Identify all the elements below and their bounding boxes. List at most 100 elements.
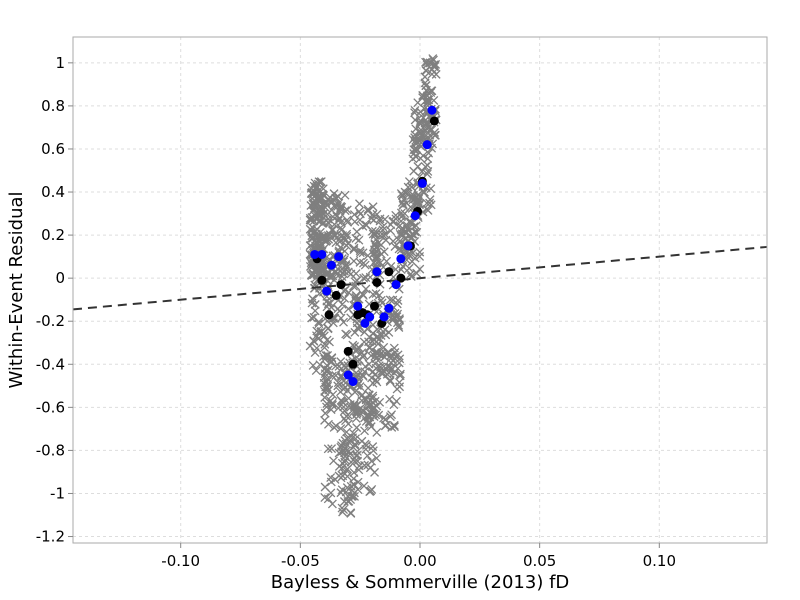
- cross-point: [354, 461, 364, 471]
- cross-point: [315, 177, 325, 187]
- cross-point: [355, 248, 365, 258]
- cross-point: [329, 231, 339, 241]
- cross-point: [373, 332, 383, 342]
- cross-point: [415, 264, 425, 274]
- cross-point: [357, 396, 367, 406]
- cross-point: [342, 471, 352, 481]
- cross-point: [337, 441, 346, 451]
- cross-point: [349, 243, 359, 253]
- y-tick-label: 0.2: [41, 226, 65, 244]
- cross-point: [347, 485, 357, 495]
- cross-point: [384, 347, 394, 357]
- cross-point: [352, 446, 362, 456]
- cross-point: [407, 182, 417, 192]
- cross-point: [310, 202, 320, 212]
- cross-point: [351, 233, 361, 243]
- cross-point: [365, 412, 375, 422]
- cross-point: [409, 166, 419, 176]
- cross-point: [371, 410, 381, 420]
- cross-point: [361, 284, 371, 294]
- blue-point: [403, 241, 413, 251]
- cross-point: [329, 201, 339, 211]
- cross-point: [313, 236, 323, 246]
- cross-point: [322, 367, 332, 376]
- y-tick-label: -0.8: [36, 441, 65, 459]
- cross-point: [409, 145, 419, 155]
- cross-point: [369, 258, 379, 267]
- cross-point: [340, 455, 350, 465]
- cross-point: [307, 298, 317, 308]
- cross-point: [336, 424, 346, 434]
- cross-point: [338, 268, 348, 278]
- cross-point: [368, 393, 378, 403]
- cross-point: [350, 217, 360, 227]
- y-tick-label: 0: [55, 269, 65, 287]
- cross-point: [323, 494, 333, 504]
- trend-line: [72, 245, 768, 311]
- cross-point: [358, 221, 368, 231]
- y-tick-label: 0.6: [41, 140, 65, 158]
- cross-point: [329, 275, 339, 285]
- cross-point: [423, 205, 433, 215]
- cross-point: [309, 216, 319, 226]
- cross-point: [363, 206, 373, 216]
- cross-point: [341, 329, 351, 339]
- trend-line-segment: [72, 245, 768, 311]
- x-tick-label: 0.10: [643, 552, 676, 570]
- cross-point: [312, 224, 322, 234]
- cross-point: [378, 369, 388, 379]
- cross-point: [412, 145, 422, 155]
- cross-point: [379, 361, 389, 371]
- cross-point: [389, 312, 399, 322]
- cross-point: [341, 261, 351, 271]
- cross-point: [378, 230, 388, 240]
- cross-point: [358, 371, 368, 381]
- cross-point: [420, 187, 429, 197]
- cross-point: [417, 131, 427, 141]
- cross-point: [338, 398, 348, 408]
- cross-point: [397, 229, 407, 239]
- cross-point: [330, 268, 340, 277]
- cross-point: [331, 238, 341, 248]
- cross-point: [394, 323, 404, 332]
- cross-point: [406, 269, 416, 279]
- x-tick-label: -0.05: [281, 552, 320, 570]
- cross-point: [321, 198, 331, 208]
- x-tick-label: 0.05: [523, 552, 556, 570]
- cross-point: [342, 229, 352, 239]
- cross-point: [396, 208, 406, 218]
- cross-point: [336, 217, 346, 227]
- cross-point: [342, 205, 352, 215]
- cross-point: [415, 107, 425, 117]
- cross-point: [336, 488, 346, 498]
- cross-point: [422, 57, 432, 67]
- cross-point: [426, 184, 436, 194]
- cross-point: [354, 207, 364, 217]
- cross-point: [311, 366, 321, 375]
- cross-point: [393, 350, 403, 360]
- cross-point: [370, 370, 380, 380]
- blue-point: [326, 260, 336, 270]
- cross-point: [351, 434, 361, 444]
- cross-point: [323, 374, 333, 384]
- cross-point: [392, 312, 402, 322]
- cross-point: [376, 295, 386, 305]
- cross-point: [327, 226, 337, 236]
- cross-point: [327, 499, 337, 509]
- black-point: [396, 273, 406, 283]
- cross-point: [390, 422, 399, 432]
- cross-point: [408, 154, 418, 164]
- cross-point: [349, 256, 359, 266]
- cross-point: [387, 422, 397, 432]
- blue-point: [427, 105, 437, 115]
- cross-point: [375, 216, 385, 226]
- cross-point: [361, 416, 371, 426]
- cross-point: [365, 342, 375, 352]
- cross-point: [389, 400, 399, 410]
- circle-points: [310, 105, 439, 387]
- cross-point: [351, 345, 361, 355]
- cross-point: [327, 353, 337, 363]
- cross-point: [307, 313, 317, 323]
- cross-point: [404, 263, 414, 273]
- cross-point: [404, 177, 414, 187]
